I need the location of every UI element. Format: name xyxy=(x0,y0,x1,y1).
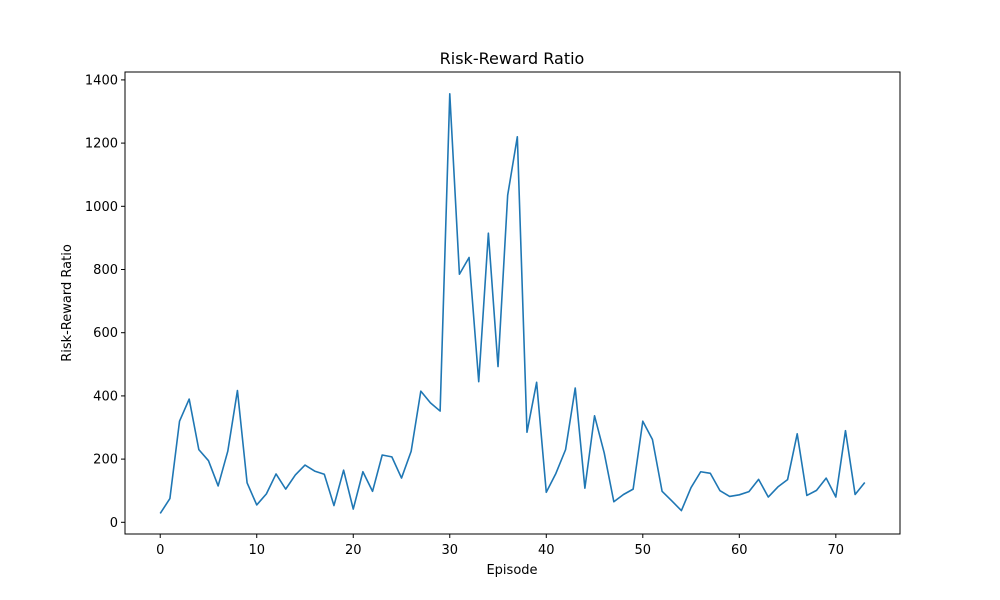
y-axis: 0 200 400 600 800 1000 1200 1400 xyxy=(85,73,125,531)
plot-area xyxy=(124,71,901,535)
series-line xyxy=(159,93,866,514)
y-tick-label: 0 xyxy=(110,516,118,531)
y-tick-label: 600 xyxy=(93,326,118,341)
x-tick-label: 10 xyxy=(248,543,265,558)
x-tick-label: 20 xyxy=(345,543,362,558)
x-tick-label: 30 xyxy=(441,543,458,558)
x-tick-label: 0 xyxy=(156,543,164,558)
y-tick-label: 1400 xyxy=(85,73,118,88)
x-axis-label: Episode xyxy=(486,563,537,578)
x-tick-label: 40 xyxy=(538,543,555,558)
y-axis-label: Risk-Reward Ratio xyxy=(60,244,75,362)
y-tick-label: 1200 xyxy=(85,137,118,152)
chart-title: Risk-Reward Ratio xyxy=(440,49,585,68)
x-axis: 0 10 20 30 40 50 60 70 xyxy=(156,534,844,558)
y-tick-label: 400 xyxy=(93,389,118,404)
x-tick-label: 70 xyxy=(828,543,845,558)
y-tick-label: 1000 xyxy=(85,200,118,215)
y-tick-label: 200 xyxy=(93,453,118,468)
x-tick-label: 50 xyxy=(635,543,652,558)
x-tick-label: 60 xyxy=(731,543,748,558)
y-tick-label: 800 xyxy=(93,263,118,278)
